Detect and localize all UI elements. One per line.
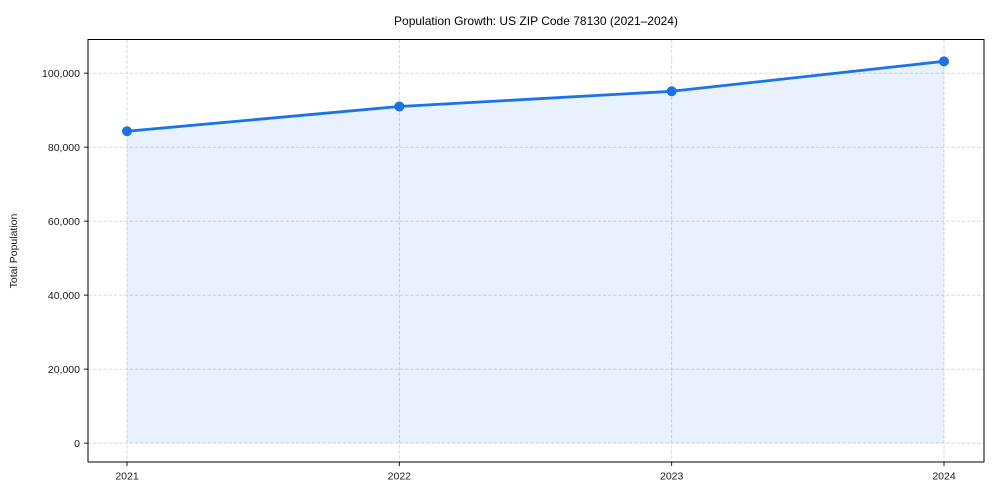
x-tick-label: 2024 bbox=[932, 471, 956, 483]
y-axis-label: Total Population bbox=[8, 213, 20, 288]
data-point-marker bbox=[939, 56, 949, 67]
data-point-marker bbox=[394, 101, 405, 112]
x-tick-label: 2021 bbox=[115, 471, 139, 483]
chart-title: Population Growth: US ZIP Code 78130 (20… bbox=[394, 14, 678, 28]
x-tick-label: 2023 bbox=[660, 471, 684, 483]
data-area bbox=[127, 61, 944, 444]
data-point-marker bbox=[122, 126, 132, 137]
y-tick-label: 0 bbox=[74, 438, 80, 450]
data-point-marker bbox=[666, 86, 677, 97]
chart-generated-layer: 0 20,000 40,000 60,000 80,000 100,000 2021 2022… bbox=[42, 39, 984, 483]
y-tick-label: 100,000 bbox=[42, 68, 80, 80]
y-tick-label: 60,000 bbox=[48, 216, 80, 228]
x-tick-label: 2022 bbox=[388, 471, 412, 483]
plot-frame bbox=[87, 39, 985, 463]
y-tick-label: 80,000 bbox=[48, 142, 80, 154]
y-tick-label: 20,000 bbox=[48, 364, 80, 376]
data-line bbox=[125, 59, 946, 133]
y-tick-label: 40,000 bbox=[48, 290, 80, 302]
